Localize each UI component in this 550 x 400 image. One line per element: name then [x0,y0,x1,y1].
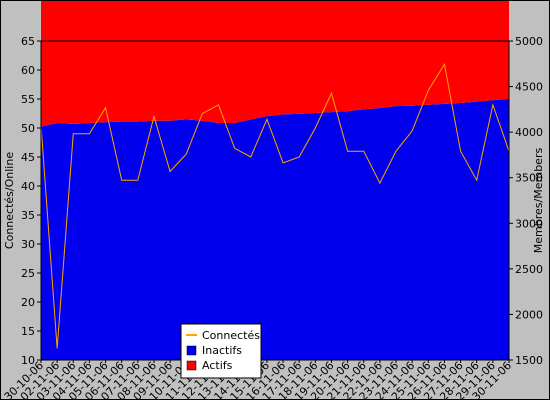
right-tick-label: 5000 [515,35,543,48]
left-tick-label: 30 [21,238,35,251]
line-series-layer [40,62,510,349]
legend-label-connectés: Connectés [202,329,260,342]
series-line-connectés [40,62,510,349]
left-tick-label: 60 [21,64,35,77]
right-tick-label: 4000 [515,126,543,139]
legend-label-inactifs: Inactifs [202,344,242,357]
right-tick-label: 1500 [515,354,543,367]
left-axis-title: Connectés/Online [3,152,16,249]
left-tick-label: 15 [21,325,35,338]
right-tick-label: 3500 [515,172,543,185]
left-tick-label: 50 [21,122,35,135]
left-tick-label: 40 [21,180,35,193]
left-tick-label: 20 [21,296,35,309]
series-area-inactifs [41,98,509,360]
left-tick-label: 55 [21,93,35,106]
right-axis-title: Membres/Members [532,148,545,254]
legend-swatch-actifs [186,360,197,371]
right-tick-label: 4500 [515,81,543,94]
right-tick-label: 3000 [515,217,543,230]
area-series-layer [41,1,509,360]
plot-frame [40,40,510,361]
left-tick-label: 10 [21,354,35,367]
legend: Connectés Inactifs Actifs [180,323,262,379]
legend-swatch-inactifs [186,345,197,356]
left-tick-label: 35 [21,209,35,222]
right-axis: 1500 2000 2500 3000 3500 4000 4500 5000 [509,35,543,367]
right-tick-label: 2500 [515,263,543,276]
series-area-actifs [41,1,509,127]
left-tick-label: 45 [21,151,35,164]
legend-label-actifs: Actifs [202,359,233,372]
left-axis: 10 15 20 25 30 35 40 45 50 55 60 65 [21,35,41,367]
left-tick-label: 65 [21,35,35,48]
left-tick-label: 25 [21,267,35,280]
right-tick-label: 2000 [515,308,543,321]
